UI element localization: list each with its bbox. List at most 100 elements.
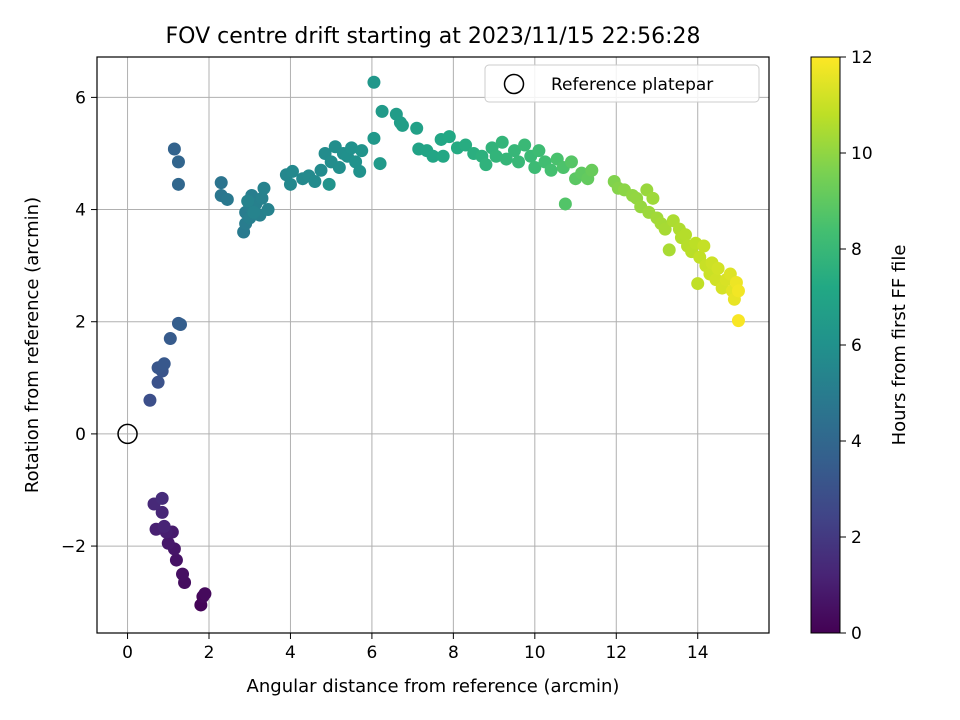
- data-point: [367, 131, 381, 145]
- x-tick-label: 8: [448, 643, 459, 663]
- colorbar-label: Hours from first FF file: [889, 245, 910, 446]
- legend-entry-reference: Reference platepar: [551, 75, 713, 95]
- data-point: [375, 104, 389, 118]
- data-point: [241, 194, 255, 208]
- data-point: [314, 163, 328, 177]
- y-axis-ticks: −2 0 2 4 6: [61, 88, 97, 557]
- data-point: [697, 239, 711, 253]
- colorbar: 0 2 4 6 8 10 12 Hours from first FF file: [810, 48, 910, 644]
- data-point: [151, 375, 165, 389]
- data-point: [332, 160, 346, 174]
- reference-marker-group: [117, 423, 138, 445]
- x-tick-label: 6: [366, 643, 377, 663]
- data-point: [489, 149, 503, 163]
- y-axis-label: Rotation from reference (arcmin): [22, 197, 43, 493]
- data-point: [395, 118, 409, 132]
- data-point: [564, 155, 578, 169]
- data-point: [373, 157, 387, 171]
- data-point: [731, 284, 745, 298]
- data-point: [731, 314, 745, 328]
- data-point: [658, 222, 672, 236]
- colorbar-tick-label: 0: [851, 624, 862, 644]
- data-point: [176, 567, 190, 581]
- data-point: [257, 181, 271, 195]
- data-point: [161, 536, 175, 550]
- data-point: [163, 332, 177, 346]
- colorbar-tick-label: 6: [851, 336, 862, 356]
- data-point: [585, 163, 599, 177]
- data-point: [155, 505, 169, 519]
- scatter-points: [143, 75, 745, 612]
- data-point: [220, 192, 234, 206]
- data-point: [157, 519, 171, 533]
- data-point: [247, 205, 261, 219]
- data-point: [459, 138, 473, 152]
- data-point: [353, 164, 367, 178]
- colorbar-tick-label: 8: [851, 240, 862, 260]
- data-point: [171, 155, 185, 169]
- data-point: [255, 191, 269, 205]
- data-point: [322, 177, 336, 191]
- chart-title: FOV centre drift starting at 2023/11/15 …: [166, 24, 701, 49]
- data-point: [214, 176, 228, 190]
- data-point: [143, 393, 157, 407]
- data-point: [167, 142, 181, 156]
- data-point: [711, 261, 725, 275]
- x-tick-label: 0: [122, 643, 133, 663]
- data-point: [544, 163, 558, 177]
- data-point: [495, 135, 509, 149]
- data-point: [426, 149, 440, 163]
- data-point: [198, 587, 212, 601]
- colorbar-tick-label: 2: [851, 528, 862, 548]
- x-tick-label: 4: [285, 643, 296, 663]
- colorbar-tick-label: 4: [851, 432, 862, 452]
- data-point: [355, 144, 369, 158]
- y-tick-label: −2: [61, 537, 86, 557]
- plot-background: [97, 57, 769, 633]
- x-axis-ticks: 0 2 4 6 8 10 12 14: [122, 633, 709, 663]
- data-point: [646, 191, 660, 205]
- x-tick-label: 10: [524, 643, 546, 663]
- data-point: [285, 164, 299, 178]
- reference-marker: [117, 423, 138, 445]
- data-point: [171, 177, 185, 191]
- data-point: [173, 318, 187, 332]
- data-point: [691, 277, 705, 291]
- x-tick-label: 14: [687, 643, 709, 663]
- data-point: [157, 357, 171, 371]
- y-tick-label: 2: [75, 313, 86, 333]
- data-point: [367, 75, 381, 89]
- x-axis-label: Angular distance from reference (arcmin): [247, 676, 620, 697]
- data-point: [155, 491, 169, 505]
- y-tick-label: 4: [75, 201, 86, 221]
- data-point: [283, 177, 297, 191]
- y-tick-label: 0: [75, 425, 86, 445]
- data-point: [169, 553, 183, 567]
- x-tick-label: 2: [204, 643, 215, 663]
- data-point: [308, 175, 322, 189]
- data-point: [410, 121, 424, 135]
- x-tick-label: 12: [605, 643, 627, 663]
- colorbar-tick-label: 12: [851, 48, 873, 68]
- plot-area: [96, 56, 770, 634]
- colorbar-tick-label: 10: [851, 144, 873, 164]
- data-point: [532, 144, 546, 158]
- legend-reference-marker: [503, 73, 525, 95]
- data-point: [558, 197, 572, 211]
- plot-frame: [96, 56, 770, 634]
- data-point: [499, 152, 513, 166]
- colorbar-gradient: [811, 57, 840, 633]
- data-point: [507, 144, 521, 158]
- data-point: [518, 138, 532, 152]
- y-tick-label: 6: [75, 88, 86, 108]
- legend: Reference platepar: [484, 64, 760, 103]
- data-point: [345, 141, 359, 155]
- data-point: [479, 158, 493, 172]
- data-point: [662, 243, 676, 257]
- data-point: [679, 228, 693, 242]
- data-point: [528, 160, 542, 174]
- data-point: [512, 155, 526, 169]
- data-point: [436, 149, 450, 163]
- colorbar-ticks: 0 2 4 6 8 10 12: [840, 48, 873, 644]
